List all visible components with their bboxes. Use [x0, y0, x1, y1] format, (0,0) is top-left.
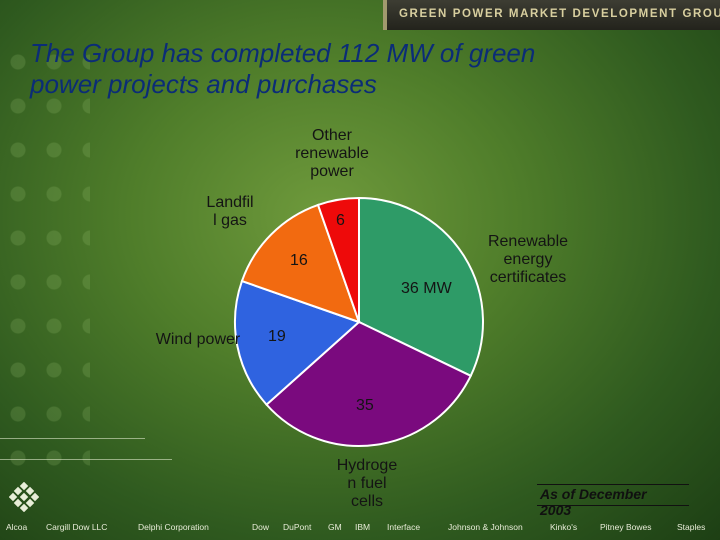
value-hydrogen: 35 [356, 397, 374, 414]
background-dot-pattern [0, 40, 90, 480]
group-logo-icon [9, 482, 39, 512]
slide-title: The Group has completed 112 MW of green … [30, 38, 630, 100]
value-landfill: 16 [290, 252, 308, 269]
value-wind: 19 [268, 328, 286, 345]
value-certificates: 36 MW [401, 280, 452, 297]
pie-slice-3 [240, 203, 361, 324]
footer-member: IBM [355, 522, 371, 532]
label-landfill-gas: Landfil l gas [206, 194, 254, 229]
footer-member: Staples [677, 522, 706, 532]
header-banner: GREEN POWER MARKET DEVELOPMENT GROUP [383, 0, 720, 30]
footer-member: GM [328, 522, 342, 532]
footer-member: Cargill Dow LLC [46, 522, 108, 532]
value-other: 6 [336, 212, 345, 229]
as-of-date: As of December 2003 [540, 486, 647, 518]
footer-member: Interface [387, 522, 421, 532]
decor-line-2 [0, 459, 172, 460]
footer-member: Alcoa [6, 522, 28, 532]
as-of-bottom-rule [537, 505, 689, 506]
label-renewable-certificates: Renewable energy certificates [487, 233, 569, 286]
banner-title: GREEN POWER MARKET DEVELOPMENT GROUP [399, 8, 720, 20]
label-other-renewable: Other renewable power [295, 127, 369, 180]
footer-member: DuPont [283, 522, 312, 532]
footer-member: Kinko's [550, 522, 578, 532]
pie-slice-0 [358, 196, 484, 378]
title-line-1: The Group has completed 112 MW of green [30, 38, 536, 68]
title-line-2: power projects and purchases [30, 69, 377, 99]
label-hydrogen-fuel-cells: Hydroge n fuel cells [336, 457, 398, 510]
footer-member: Dow [252, 522, 270, 532]
label-wind-power: Wind power [155, 331, 241, 348]
pie-slice-4 [316, 196, 360, 323]
footer-member: Delphi Corporation [138, 522, 209, 532]
footer-member: Johnson & Johnson [448, 522, 523, 532]
decor-line-1 [0, 438, 145, 439]
member-footer: Alcoa Cargill Dow LLC Delphi Corporation… [0, 519, 720, 540]
pie-slice-1 [265, 320, 473, 447]
as-of-top-rule [537, 484, 689, 485]
footer-member: Pitney Bowes [600, 522, 652, 532]
